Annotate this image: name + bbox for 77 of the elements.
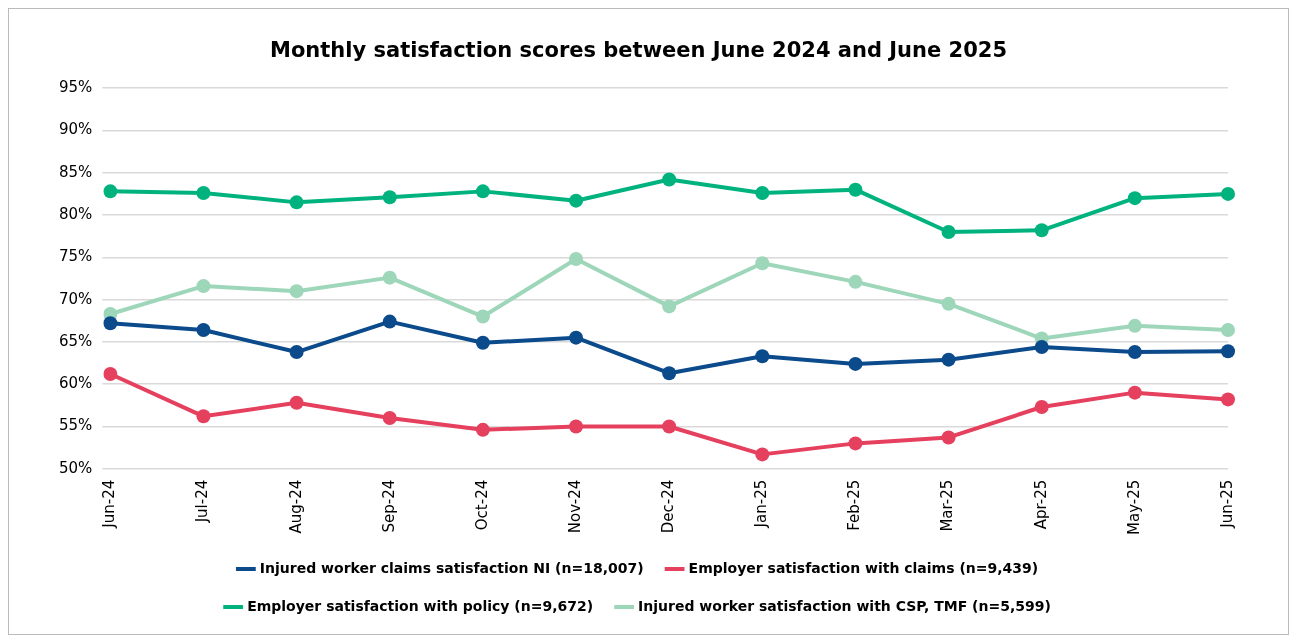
- point: [289, 195, 304, 210]
- point: [1127, 191, 1142, 206]
- point: [382, 190, 397, 205]
- point: [475, 422, 490, 437]
- point: [941, 352, 956, 367]
- point: [848, 182, 863, 197]
- x-tick-label: Nov-24: [565, 479, 584, 534]
- point: [569, 330, 584, 345]
- y-tick-label: 90%: [59, 120, 93, 139]
- point: [475, 184, 490, 199]
- y-tick-label: 85%: [59, 162, 93, 181]
- x-tick-label: Sep-24: [379, 479, 398, 533]
- point: [1034, 223, 1049, 238]
- y-tick-label: 60%: [59, 374, 93, 393]
- y-tick-label: 55%: [59, 416, 93, 435]
- x-tick-label: Jan-25: [752, 479, 771, 529]
- legend-label: Injured worker satisfaction with CSP, TMF (n=5,599): [638, 597, 1051, 614]
- y-tick-label: 70%: [59, 289, 93, 308]
- point: [1034, 400, 1049, 415]
- point: [382, 314, 397, 329]
- chart-title: Monthly satisfaction scores between June 2024 and June 2025: [270, 38, 1007, 63]
- point: [662, 172, 677, 187]
- point: [569, 252, 584, 267]
- point: [848, 436, 863, 451]
- point: [941, 296, 956, 311]
- point: [941, 224, 956, 239]
- point: [1221, 344, 1235, 359]
- legend-label: Employer satisfaction with claims (n=9,439): [688, 559, 1039, 576]
- x-tick-label: Apr-25: [1031, 479, 1050, 530]
- point: [289, 284, 304, 299]
- y-tick-label: 65%: [59, 331, 93, 350]
- point: [755, 447, 770, 462]
- x-tick-label: Oct-24: [472, 479, 491, 531]
- point: [196, 279, 211, 294]
- point: [569, 419, 584, 434]
- x-tick-label: Mar-25: [938, 479, 957, 532]
- point: [755, 349, 770, 364]
- point: [848, 356, 863, 371]
- x-tick-label: Jul-24: [193, 479, 212, 524]
- point: [196, 409, 211, 424]
- y-tick-label: 50%: [59, 458, 93, 477]
- point: [662, 299, 677, 314]
- point: [1221, 392, 1235, 407]
- x-tick-label: Jun-24: [100, 479, 119, 529]
- point: [755, 256, 770, 271]
- point: [382, 270, 397, 285]
- point: [196, 186, 211, 201]
- point: [569, 193, 584, 208]
- point: [755, 186, 770, 201]
- x-tick-label: Feb-25: [845, 479, 864, 531]
- point: [1034, 339, 1049, 354]
- legend-label: Injured worker claims satisfaction NI (n=18,007): [259, 559, 644, 576]
- y-tick-label: 80%: [59, 204, 93, 223]
- legend-label: Employer satisfaction with policy (n=9,672): [247, 597, 594, 614]
- point: [662, 419, 677, 434]
- point: [103, 184, 118, 199]
- x-tick-label: Dec-24: [659, 479, 678, 534]
- point: [662, 366, 677, 381]
- point: [475, 309, 490, 324]
- point: [848, 274, 863, 289]
- y-tick-label: 75%: [59, 247, 93, 266]
- x-tick-label: Jun-25: [1217, 479, 1236, 529]
- point: [1127, 318, 1142, 333]
- point: [1127, 345, 1142, 360]
- x-tick-label: May-25: [1124, 479, 1143, 535]
- point: [1221, 323, 1235, 338]
- point: [475, 335, 490, 350]
- point: [1127, 385, 1142, 400]
- point: [196, 323, 211, 338]
- point: [103, 316, 118, 331]
- point: [289, 395, 304, 410]
- x-tick-label: Aug-24: [286, 479, 305, 534]
- point: [1221, 186, 1235, 201]
- point: [382, 411, 397, 426]
- y-tick-label: 95%: [59, 78, 93, 97]
- point: [941, 430, 956, 445]
- point: [289, 345, 304, 360]
